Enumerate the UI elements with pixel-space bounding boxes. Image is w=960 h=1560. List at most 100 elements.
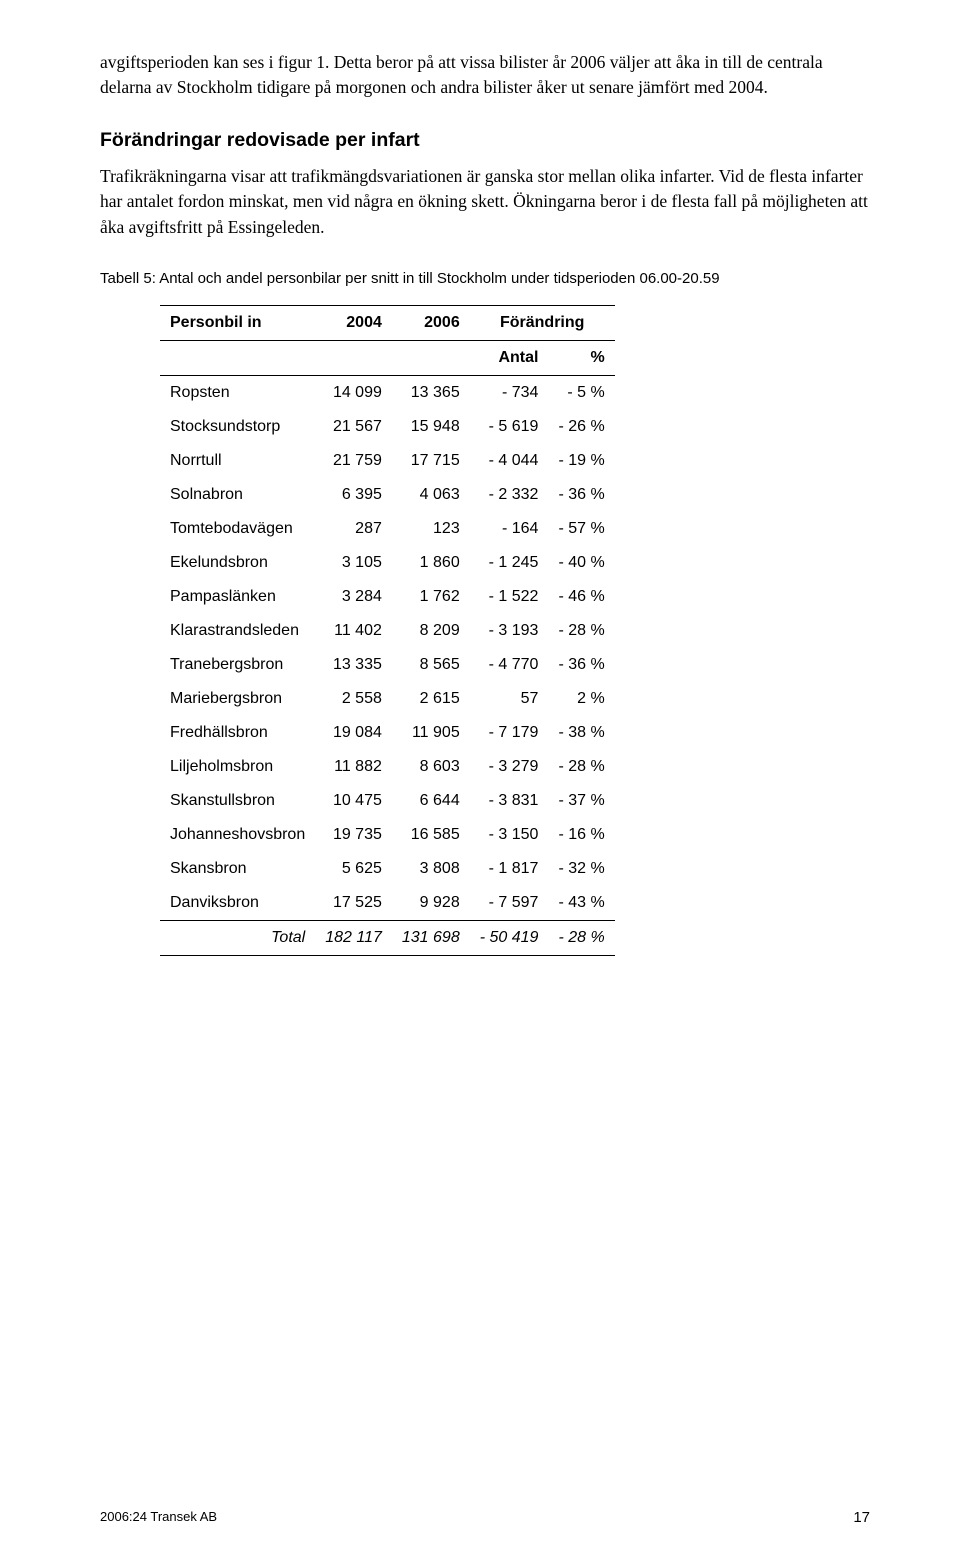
table-row: Ekelundsbron3 1051 860- 1 245- 40 % xyxy=(160,546,615,580)
total-antal: - 50 419 xyxy=(470,920,549,955)
row-2004: 11 882 xyxy=(315,750,392,784)
row-pct: - 36 % xyxy=(548,478,614,512)
row-2004: 19 735 xyxy=(315,818,392,852)
row-antal: - 1 245 xyxy=(470,546,549,580)
row-pct: - 28 % xyxy=(548,750,614,784)
row-2004: 3 105 xyxy=(315,546,392,580)
row-2006: 15 948 xyxy=(392,410,470,444)
table-row: Liljeholmsbron11 8828 603- 3 279- 28 % xyxy=(160,750,615,784)
row-name: Danviksbron xyxy=(160,886,315,921)
total-name: Total xyxy=(160,920,315,955)
table-row: Danviksbron17 5259 928- 7 597- 43 % xyxy=(160,886,615,921)
table-row: Solnabron6 3954 063- 2 332- 36 % xyxy=(160,478,615,512)
row-2004: 21 759 xyxy=(315,444,392,478)
row-2006: 13 365 xyxy=(392,375,470,410)
row-antal: 57 xyxy=(470,682,549,716)
row-name: Fredhällsbron xyxy=(160,716,315,750)
row-2004: 2 558 xyxy=(315,682,392,716)
table-row: Skanstullsbron10 4756 644- 3 831- 37 % xyxy=(160,784,615,818)
footer-page-number: 17 xyxy=(853,1509,870,1526)
row-2006: 1 762 xyxy=(392,580,470,614)
row-pct: - 26 % xyxy=(548,410,614,444)
row-pct: - 16 % xyxy=(548,818,614,852)
row-2004: 17 525 xyxy=(315,886,392,921)
footer-left: 2006:24 Transek AB xyxy=(100,1509,217,1526)
row-name: Skanstullsbron xyxy=(160,784,315,818)
table-row: Klarastrandsleden11 4028 209- 3 193- 28 … xyxy=(160,614,615,648)
table-row: Johanneshovsbron19 73516 585- 3 150- 16 … xyxy=(160,818,615,852)
col-subheader-antal: Antal xyxy=(470,340,549,375)
row-antal: - 7 179 xyxy=(470,716,549,750)
row-antal: - 3 193 xyxy=(470,614,549,648)
row-name: Ropsten xyxy=(160,375,315,410)
section-heading: Förändringar redovisade per infart xyxy=(100,129,870,152)
table-row: Fredhällsbron19 08411 905- 7 179- 38 % xyxy=(160,716,615,750)
row-antal: - 1 522 xyxy=(470,580,549,614)
row-pct: - 40 % xyxy=(548,546,614,580)
row-pct: - 38 % xyxy=(548,716,614,750)
row-name: Liljeholmsbron xyxy=(160,750,315,784)
body-paragraph: Trafikräkningarna visar att trafikmängds… xyxy=(100,164,870,240)
row-pct: - 5 % xyxy=(548,375,614,410)
table-row: Tomtebodavägen287123- 164- 57 % xyxy=(160,512,615,546)
row-2006: 4 063 xyxy=(392,478,470,512)
row-antal: - 4 770 xyxy=(470,648,549,682)
table-row: Pampaslänken3 2841 762- 1 522- 46 % xyxy=(160,580,615,614)
row-pct: - 19 % xyxy=(548,444,614,478)
row-pct: - 37 % xyxy=(548,784,614,818)
row-2006: 9 928 xyxy=(392,886,470,921)
page: avgiftsperioden kan ses i figur 1. Detta… xyxy=(0,0,960,1560)
row-2004: 5 625 xyxy=(315,852,392,886)
row-2006: 6 644 xyxy=(392,784,470,818)
row-name: Norrtull xyxy=(160,444,315,478)
row-pct: - 32 % xyxy=(548,852,614,886)
row-pct: - 43 % xyxy=(548,886,614,921)
row-2004: 14 099 xyxy=(315,375,392,410)
row-name: Tranebergsbron xyxy=(160,648,315,682)
col-header-2004: 2004 xyxy=(315,305,392,340)
row-antal: - 5 619 xyxy=(470,410,549,444)
table-row: Tranebergsbron13 3358 565- 4 770- 36 % xyxy=(160,648,615,682)
col-subheader-blank2 xyxy=(315,340,392,375)
row-2004: 3 284 xyxy=(315,580,392,614)
row-2006: 8 209 xyxy=(392,614,470,648)
row-2004: 6 395 xyxy=(315,478,392,512)
row-pct: - 46 % xyxy=(548,580,614,614)
row-name: Skansbron xyxy=(160,852,315,886)
row-antal: - 164 xyxy=(470,512,549,546)
row-2006: 3 808 xyxy=(392,852,470,886)
row-2004: 10 475 xyxy=(315,784,392,818)
row-antal: - 734 xyxy=(470,375,549,410)
table-caption: Tabell 5: Antal och andel personbilar pe… xyxy=(100,268,870,289)
col-subheader-blank1 xyxy=(160,340,315,375)
table-row: Norrtull21 75917 715- 4 044- 19 % xyxy=(160,444,615,478)
row-2006: 11 905 xyxy=(392,716,470,750)
total-pct: - 28 % xyxy=(548,920,614,955)
row-pct: - 57 % xyxy=(548,512,614,546)
row-name: Klarastrandsleden xyxy=(160,614,315,648)
row-2006: 8 603 xyxy=(392,750,470,784)
row-antal: - 3 150 xyxy=(470,818,549,852)
row-name: Mariebergsbron xyxy=(160,682,315,716)
row-pct: - 28 % xyxy=(548,614,614,648)
table-row: Mariebergsbron2 5582 615572 % xyxy=(160,682,615,716)
table-row: Ropsten14 09913 365- 734- 5 % xyxy=(160,375,615,410)
row-2004: 21 567 xyxy=(315,410,392,444)
table-row-total: Total182 117131 698- 50 419- 28 % xyxy=(160,920,615,955)
row-2004: 11 402 xyxy=(315,614,392,648)
row-name: Tomtebodavägen xyxy=(160,512,315,546)
row-name: Ekelundsbron xyxy=(160,546,315,580)
data-table: Personbil in 2004 2006 Förändring Antal … xyxy=(160,305,615,956)
row-antal: - 7 597 xyxy=(470,886,549,921)
intro-paragraph: avgiftsperioden kan ses i figur 1. Detta… xyxy=(100,50,870,101)
row-2004: 13 335 xyxy=(315,648,392,682)
row-name: Pampaslänken xyxy=(160,580,315,614)
row-name: Stocksundstorp xyxy=(160,410,315,444)
row-2004: 19 084 xyxy=(315,716,392,750)
row-2006: 16 585 xyxy=(392,818,470,852)
row-2004: 287 xyxy=(315,512,392,546)
row-2006: 8 565 xyxy=(392,648,470,682)
total-2004: 182 117 xyxy=(315,920,392,955)
row-name: Solnabron xyxy=(160,478,315,512)
row-antal: - 2 332 xyxy=(470,478,549,512)
